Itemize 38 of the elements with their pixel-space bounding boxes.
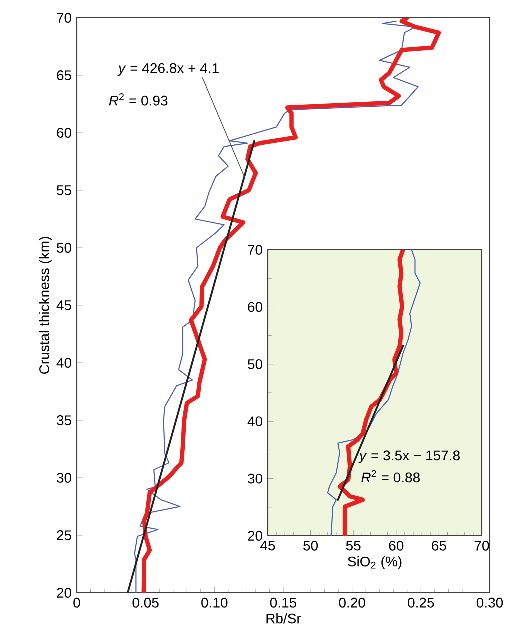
x-tick-label: 50 — [304, 540, 318, 551]
x-tick-label: 0.15 — [270, 598, 297, 608]
y-tick-label: 55 — [57, 186, 72, 196]
y-tick-label: 20 — [57, 588, 72, 598]
x-tick-label: 0 — [74, 598, 80, 608]
x-tick-label: 45 — [260, 540, 276, 551]
x-tick-label: 0.10 — [202, 598, 228, 608]
y-tick-label: 50 — [57, 243, 72, 253]
x-tick-label: 55 — [346, 540, 361, 551]
y-tick-label: 45 — [56, 300, 72, 310]
annotation: y = 426.8x + 4.1 — [118, 63, 219, 76]
y-tick-label: 70 — [248, 245, 263, 255]
x-tick-label: 65 — [432, 540, 446, 551]
y-tick-label: 60 — [248, 302, 263, 312]
x-tick-label: 0.05 — [132, 598, 159, 608]
y-axis-title: Crustal thickness (km) — [39, 237, 52, 374]
y-tick-label: 25 — [57, 530, 72, 540]
y-tick-label: 35 — [57, 416, 72, 426]
annotation: R$^{2}$ = 0.93 — [109, 94, 168, 106]
y-tick-label: 70 — [57, 13, 72, 23]
y-tick-label: 65 — [57, 70, 72, 80]
x-tick-label: 60 — [389, 540, 404, 551]
y-tick-label: 60 — [57, 128, 72, 138]
y-tick-label: 30 — [248, 474, 263, 484]
y-tick-label: 40 — [56, 358, 72, 368]
y-tick-label: 50 — [248, 359, 263, 370]
x-tick-label: 0.20 — [339, 598, 366, 608]
y-tick-label: 20 — [248, 531, 263, 541]
annotation: R$^{2}$ = 0.88 — [362, 470, 420, 483]
y-tick-label: 30 — [57, 473, 72, 483]
y-tick-label: 40 — [248, 416, 263, 427]
x-axis-title: Rb/Sr — [266, 613, 302, 624]
x-axis-title: SiO$_{2}$ (%) — [348, 556, 402, 570]
line-series — [327, 250, 421, 536]
annotation: y = 3.5x − 157.8 — [358, 450, 460, 464]
x-tick-label: 0.25 — [408, 598, 434, 608]
x-tick-label: 0.30 — [476, 598, 504, 608]
x-tick-label: 70 — [474, 540, 490, 551]
